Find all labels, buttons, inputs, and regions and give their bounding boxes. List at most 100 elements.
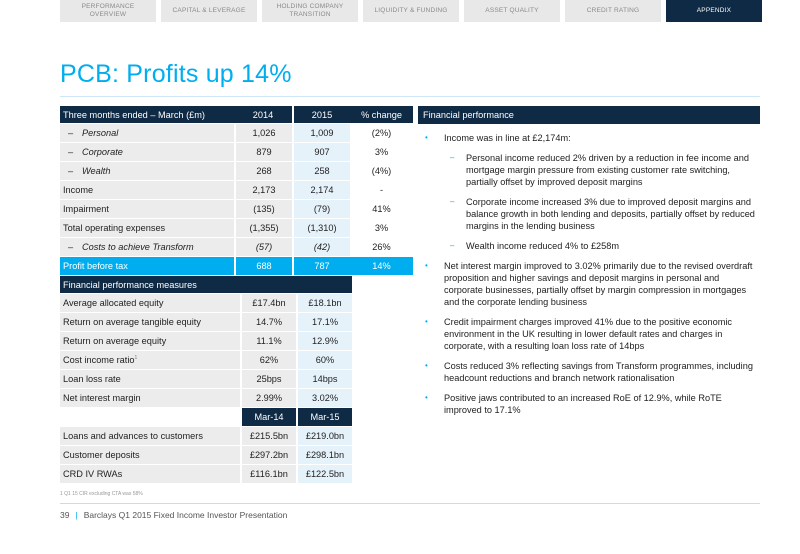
list-item: • Costs reduced 3% reflecting savings fr… — [418, 360, 760, 384]
balance-date-header: Mar-14 Mar-15 — [60, 408, 413, 427]
income-header-label: Three months ended – March (£m) — [60, 106, 234, 124]
row-label: Cost income ratio — [63, 355, 135, 366]
cell-2015: 17.1% — [296, 313, 352, 332]
sub-bullet-text: Corporate income increased 3% due to imp… — [466, 197, 755, 231]
measures-header: Financial performance measures — [60, 276, 352, 294]
profit-before-tax-row: Profit before tax 688 787 14% — [60, 257, 413, 276]
row-label: Corporate — [82, 147, 123, 157]
dash-marker: – — [450, 197, 455, 206]
cell-change: (4%) — [350, 162, 413, 181]
cell-change: 3% — [350, 143, 413, 162]
cell-mar-14: £297.2bn — [240, 446, 296, 465]
nav-tab-capital-leverage[interactable]: CAPITAL & LEVERAGE — [161, 0, 257, 22]
financial-performance-panel: Financial performance • Income was in li… — [418, 106, 760, 424]
cell-2014: 1,026 — [234, 124, 292, 143]
nav-tab-liquidity-funding[interactable]: LIQUIDITY & FUNDING — [363, 0, 459, 22]
title-divider — [60, 96, 760, 97]
sub-bullet-text: Wealth income reduced 4% to £258m — [466, 241, 620, 251]
cell-2014: 688 — [234, 257, 292, 276]
table-row: Income 2,173 2,174 - — [60, 181, 413, 200]
cell-mar-15: £298.1bn — [296, 446, 352, 465]
income-header-2015: 2015 — [292, 106, 350, 124]
date-header-mar-15: Mar-15 — [296, 408, 352, 427]
sub-bullet-text: Personal income reduced 2% driven by a r… — [466, 153, 749, 187]
cell-2014: (57) — [234, 238, 292, 257]
table-row: CRD IV RWAs £116.1bn £122.5bn — [60, 465, 413, 484]
list-item: • Credit impairment charges improved 41%… — [418, 316, 760, 352]
date-header-mar-14: Mar-14 — [240, 408, 296, 427]
cell-2014: 11.1% — [240, 332, 296, 351]
cell-2015: 3.02% — [296, 389, 352, 408]
row-label: Customer deposits — [60, 446, 240, 465]
nav-tab-credit-rating[interactable]: CREDIT RATING — [565, 0, 661, 22]
table-row: Total operating expenses (1,355) (1,310)… — [60, 219, 413, 238]
row-label: Loans and advances to customers — [60, 427, 240, 446]
section-nav: PERFORMANCE OVERVIEW CAPITAL & LEVERAGE … — [60, 0, 767, 22]
footnote-marker: 1 — [134, 354, 138, 361]
row-label: Costs to achieve Transform — [82, 242, 194, 252]
page-number: 39 — [60, 510, 70, 520]
sub-list-item: – Corporate income increased 3% due to i… — [444, 196, 760, 232]
bullet-marker: • — [425, 393, 428, 402]
cell-2015: 907 — [292, 143, 350, 162]
cell-2014: 25bps — [240, 370, 296, 389]
table-row: Average allocated equity £17.4bn £18.1bn — [60, 294, 413, 313]
financial-performance-header: Financial performance — [418, 106, 760, 124]
dash-marker: – — [68, 166, 74, 176]
row-label: Income — [60, 181, 234, 200]
dash-marker: – — [450, 241, 455, 250]
bullet-marker: • — [425, 361, 428, 370]
row-label: Personal — [82, 128, 119, 138]
cell-2015: 60% — [296, 351, 352, 370]
nav-tab-appendix[interactable]: APPENDIX — [666, 0, 762, 22]
dash-marker: – — [450, 153, 455, 162]
bullet-marker: • — [425, 317, 428, 326]
row-label: Total operating expenses — [60, 219, 234, 238]
table-row: Net interest margin 2.99% 3.02% — [60, 389, 413, 408]
cell-change: 26% — [350, 238, 413, 257]
row-label: Net interest margin — [60, 389, 240, 408]
income-table: Three months ended – March (£m) 2014 201… — [60, 106, 413, 276]
income-table-header: Three months ended – March (£m) 2014 201… — [60, 106, 413, 124]
bullet-text: Income was in line at £2,174m: — [444, 133, 571, 143]
row-label: CRD IV RWAs — [60, 465, 240, 484]
measures-header-row: Financial performance measures — [60, 276, 413, 294]
income-header-change: % change — [350, 106, 413, 124]
cell-mar-15: £219.0bn — [296, 427, 352, 446]
cell-2014: 879 — [234, 143, 292, 162]
cell-2015: (1,310) — [292, 219, 350, 238]
cell-change: 3% — [350, 219, 413, 238]
table-row: Cost income ratio1 62% 60% — [60, 351, 413, 370]
cell-change: (2%) — [350, 124, 413, 143]
dash-marker: – — [68, 128, 74, 138]
row-label: Loan loss rate — [60, 370, 240, 389]
footer-divider — [60, 503, 760, 504]
cell-2014: 2,173 — [234, 181, 292, 200]
cell-2014: (135) — [234, 200, 292, 219]
sub-list-item: – Personal income reduced 2% driven by a… — [444, 152, 760, 188]
nav-tab-asset-quality[interactable]: ASSET QUALITY — [464, 0, 560, 22]
table-row: Customer deposits £297.2bn £298.1bn — [60, 446, 413, 465]
row-label: Return on average tangible equity — [60, 313, 240, 332]
list-item: • Net interest margin improved to 3.02% … — [418, 260, 760, 308]
table-row: Impairment (135) (79) 41% — [60, 200, 413, 219]
cell-mar-14: £116.1bn — [240, 465, 296, 484]
nav-tab-performance-overview[interactable]: PERFORMANCE OVERVIEW — [60, 0, 156, 22]
cell-2014: 2.99% — [240, 389, 296, 408]
bullet-text: Credit impairment charges improved 41% d… — [444, 317, 733, 351]
cell-2015: (79) — [292, 200, 350, 219]
cell-2014: (1,355) — [234, 219, 292, 238]
footer-text: Barclays Q1 2015 Fixed Income Investor P… — [83, 510, 288, 520]
row-label: Return on average equity — [60, 332, 240, 351]
page-title: PCB: Profits up 14% — [60, 60, 292, 88]
commentary-list: • Income was in line at £2,174m: – Perso… — [418, 132, 760, 416]
cell-2014: 62% — [240, 351, 296, 370]
cell-mar-14: £215.5bn — [240, 427, 296, 446]
nav-tab-holding-company[interactable]: HOLDING COMPANY TRANSITION — [262, 0, 358, 22]
row-label: Impairment — [60, 200, 234, 219]
row-label: Average allocated equity — [60, 294, 240, 313]
list-item: • Positive jaws contributed to an increa… — [418, 392, 760, 416]
cell-2015: 1,009 — [292, 124, 350, 143]
table-row: – Wealth 268 258 (4%) — [60, 162, 413, 181]
cell-2015: 2,174 — [292, 181, 350, 200]
